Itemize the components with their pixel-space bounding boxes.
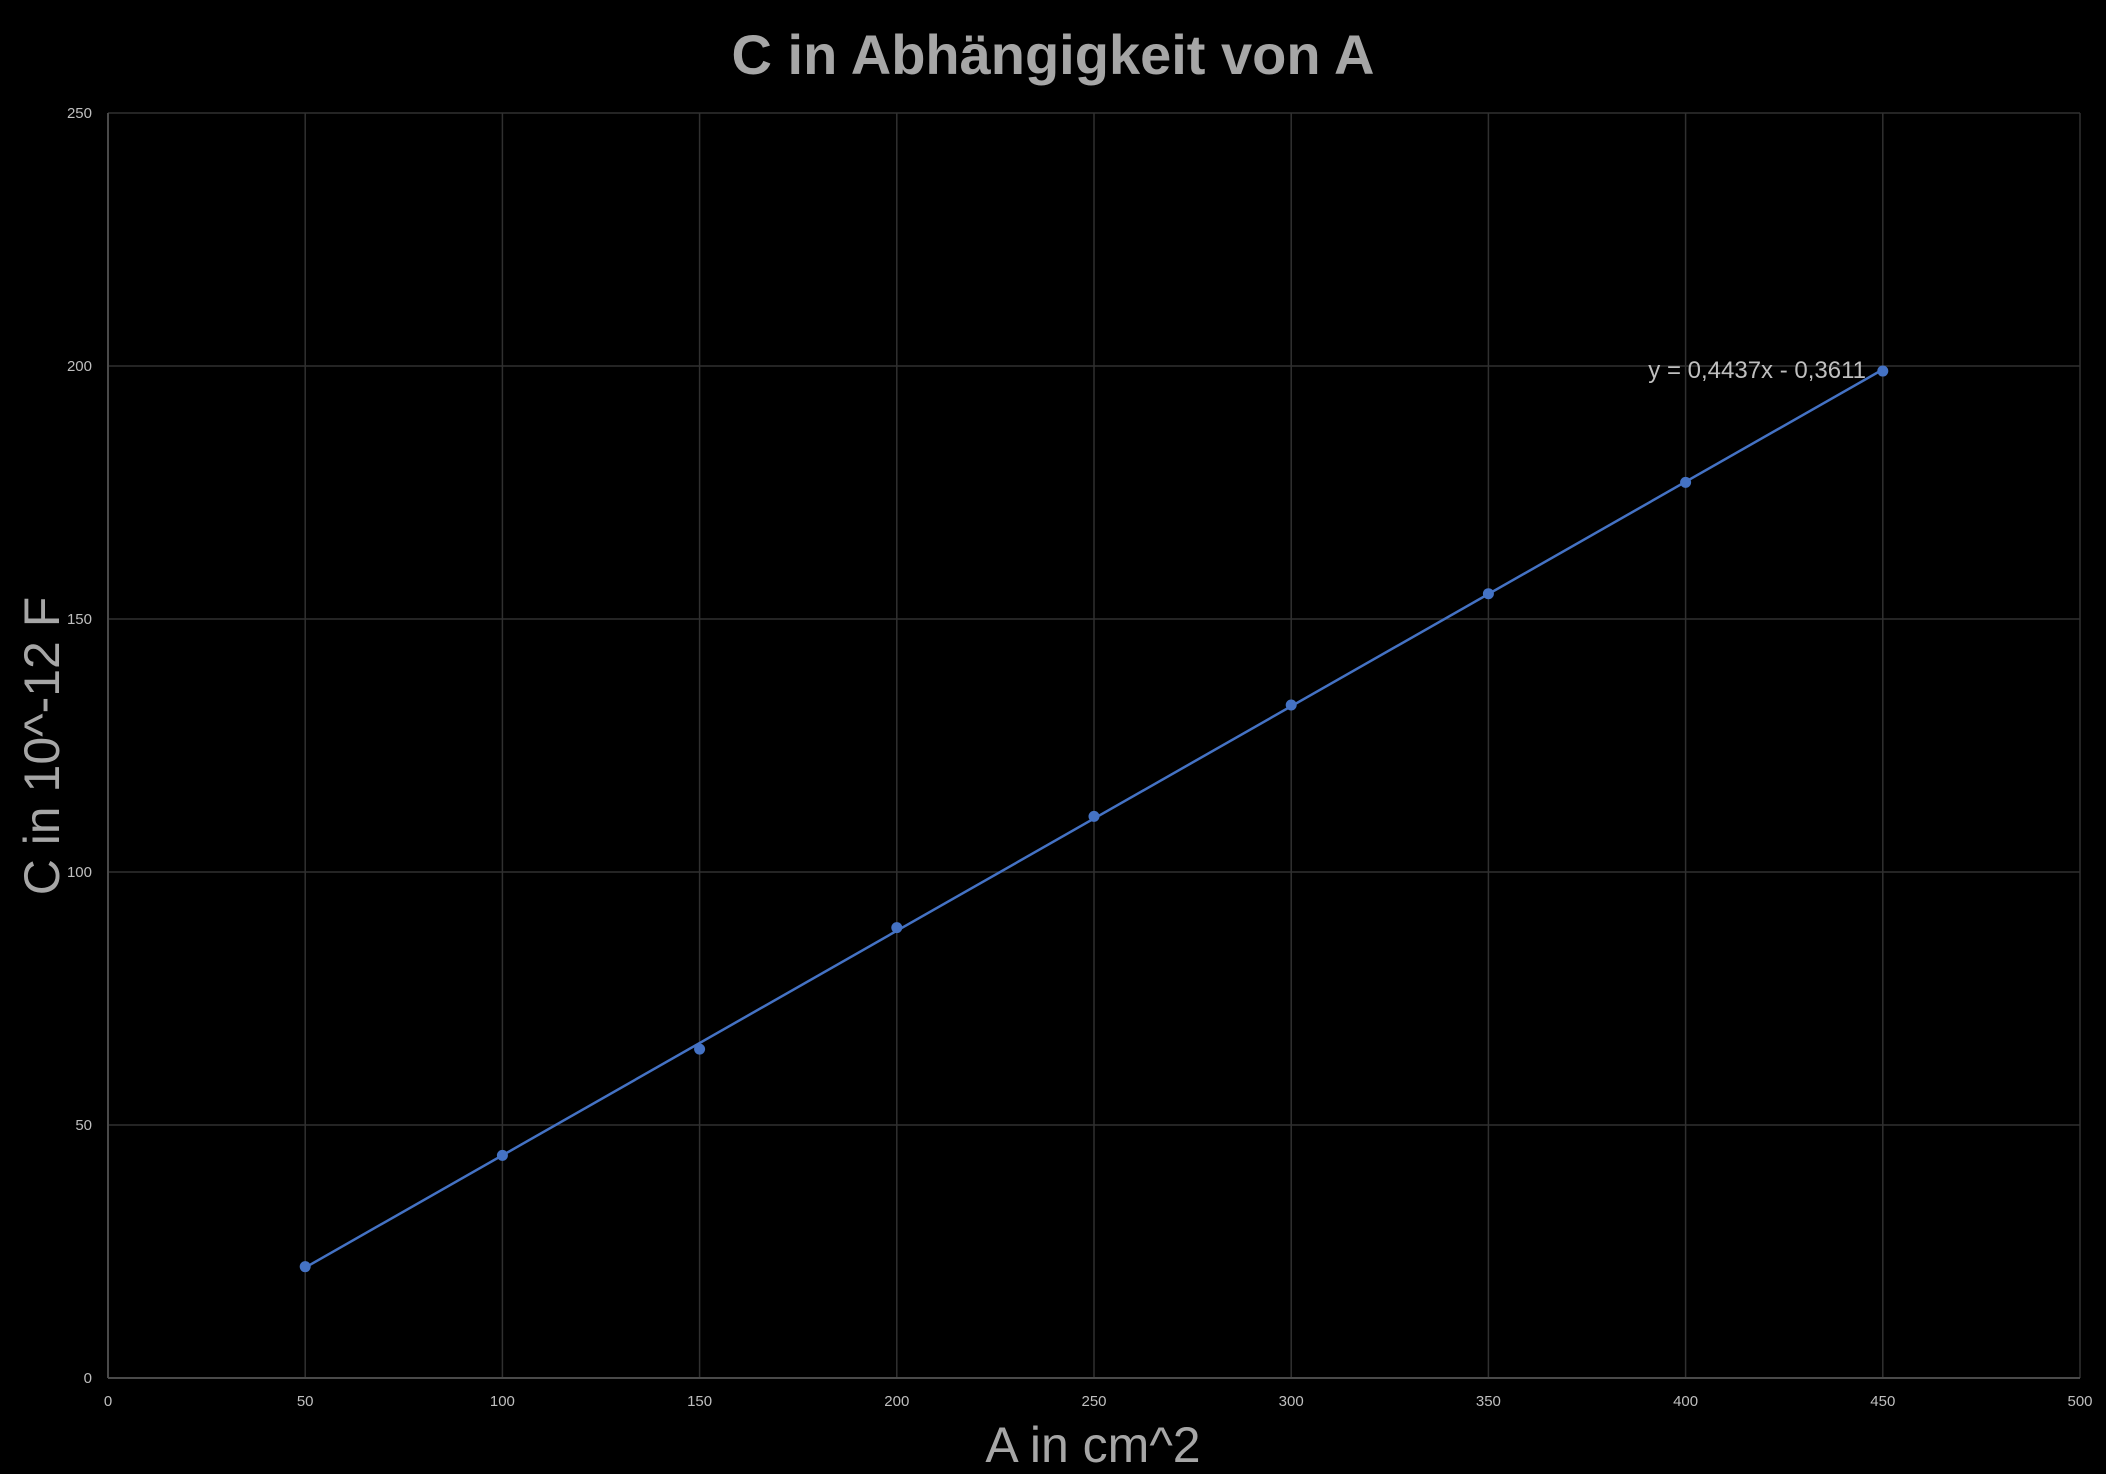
data-point-0-7 (1680, 476, 1692, 488)
trendline-equation: y = 0,4437x - 0,3611 (1648, 357, 1866, 384)
x-tick-label-7: 350 (1476, 1393, 1501, 1410)
y-axis-title: C in 10^-12 F (14, 597, 70, 896)
x-tick-label-1: 50 (297, 1393, 314, 1410)
x-tick-label-6: 300 (1279, 1393, 1304, 1410)
x-axis-title: A in cm^2 (985, 1417, 1200, 1473)
data-point-0-0 (299, 1261, 311, 1273)
x-tick-label-10: 500 (2067, 1393, 2092, 1410)
y-tick-label-5: 250 (67, 105, 92, 122)
x-tick-label-3: 150 (687, 1393, 712, 1410)
point-layer (299, 365, 1889, 1273)
chart-title: C in Abhängigkeit von A (732, 23, 1375, 86)
data-point-0-6 (1482, 588, 1494, 600)
x-tick-label-4: 200 (884, 1393, 909, 1410)
x-tick-label-0: 0 (104, 1393, 112, 1410)
y-tick-label-2: 100 (67, 864, 92, 881)
axis-layer (107, 113, 2080, 1379)
y-tick-label-4: 200 (67, 358, 92, 375)
data-point-0-5 (1285, 699, 1297, 711)
x-tick-label-5: 250 (1081, 1393, 1106, 1410)
y-tick-label-3: 150 (67, 611, 92, 628)
y-tick-label-0: 0 (84, 1370, 92, 1387)
x-tick-label-2: 100 (490, 1393, 515, 1410)
data-point-0-3 (891, 922, 903, 934)
x-tick-label-8: 400 (1673, 1393, 1698, 1410)
data-point-0-8 (1877, 365, 1889, 377)
grid-layer (108, 112, 2081, 1378)
data-point-0-2 (694, 1043, 706, 1055)
data-point-0-1 (496, 1149, 508, 1161)
data-point-0-4 (1088, 810, 1100, 822)
x-tick-label-9: 450 (1870, 1393, 1895, 1410)
y-tick-label-1: 50 (75, 1117, 92, 1134)
tick-layer: 0 50 100 150 200 250 300 350 400 450 500 0 50 100 150 2… (67, 105, 2093, 1410)
